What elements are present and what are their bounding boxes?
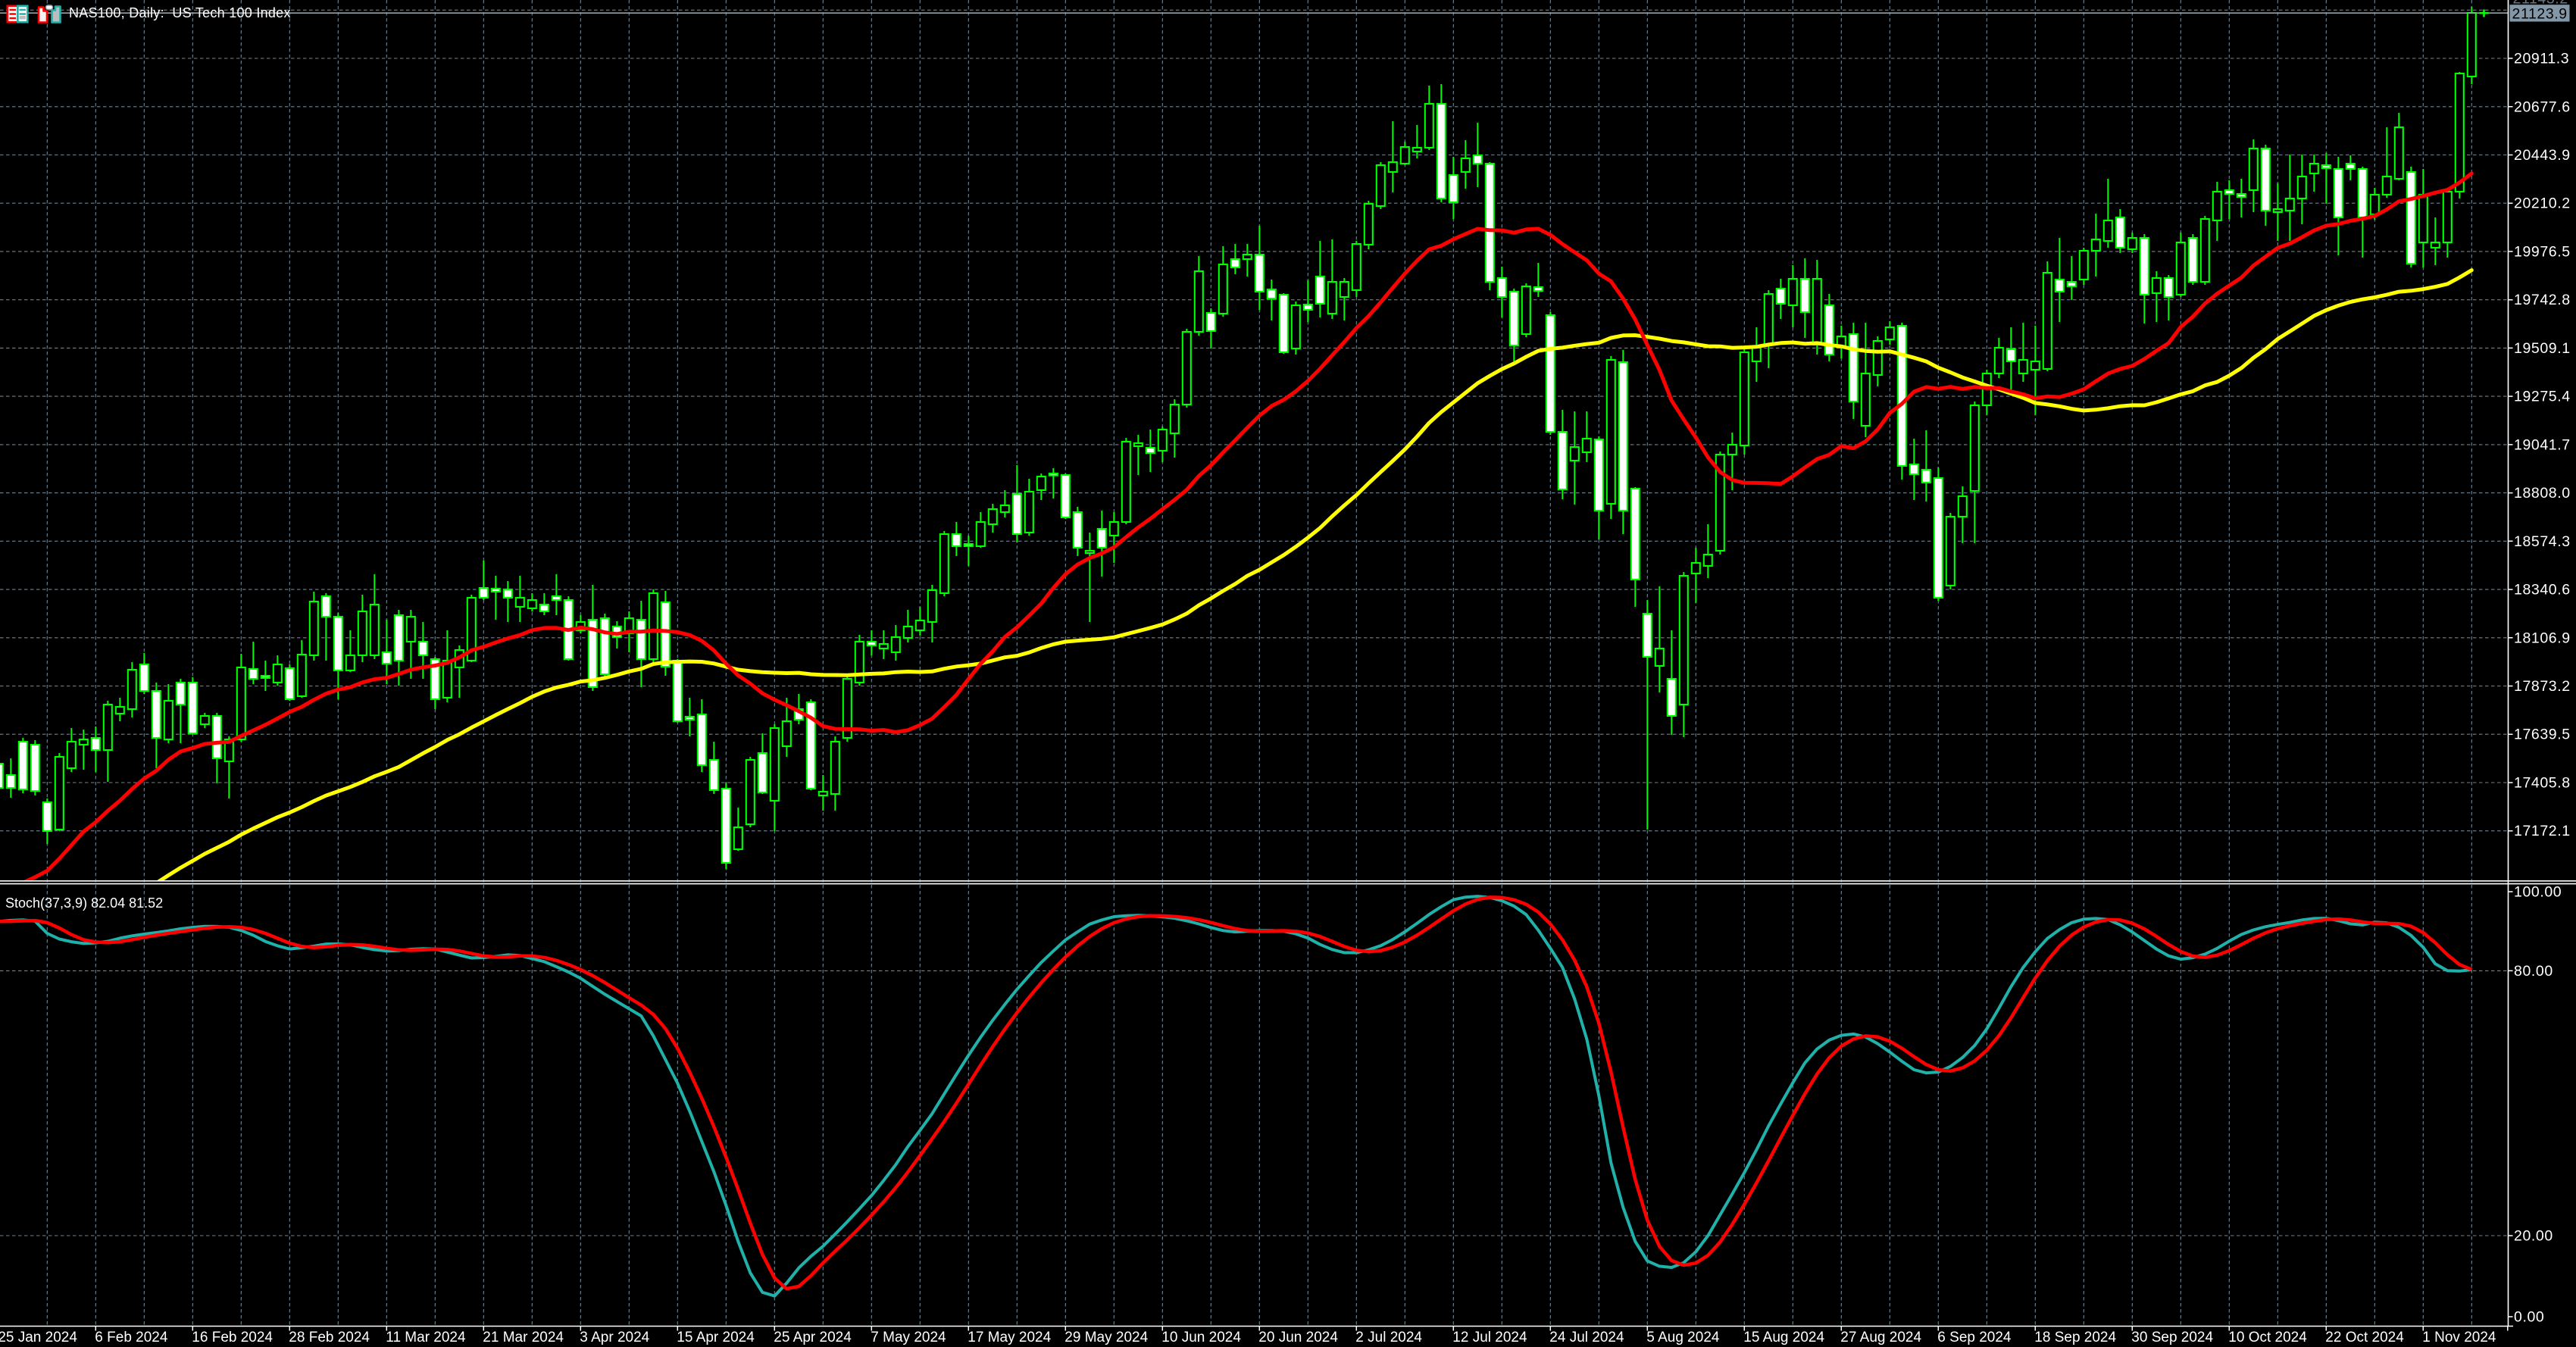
svg-text:18340.6: 18340.6 — [2514, 582, 2571, 598]
svg-text:1 Nov 2024: 1 Nov 2024 — [2422, 1330, 2496, 1345]
svg-text:20677.6: 20677.6 — [2514, 98, 2571, 115]
svg-text:20911.3: 20911.3 — [2514, 51, 2569, 67]
svg-text:6 Sep 2024: 6 Sep 2024 — [1937, 1330, 2012, 1345]
svg-text:18574.3: 18574.3 — [2514, 533, 2571, 550]
svg-text:19275.4: 19275.4 — [2514, 389, 2571, 405]
svg-text:22 Oct 2024: 22 Oct 2024 — [2325, 1330, 2404, 1345]
svg-text:19041.7: 19041.7 — [2514, 436, 2571, 453]
svg-text:Stoch(37,3,9) 82.04 81.52: Stoch(37,3,9) 82.04 81.52 — [5, 895, 163, 911]
svg-text:17172.1: 17172.1 — [2514, 823, 2571, 839]
svg-text:NAS100, Daily: US Tech 100 In: NAS100, Daily: US Tech 100 Index — [69, 5, 291, 20]
svg-text:15 Aug 2024: 15 Aug 2024 — [1743, 1330, 1824, 1345]
svg-text:28 Feb 2024: 28 Feb 2024 — [289, 1330, 370, 1345]
svg-text:21123.9: 21123.9 — [2512, 6, 2568, 23]
svg-text:19509.1: 19509.1 — [2514, 340, 2571, 357]
svg-text:17405.8: 17405.8 — [2514, 775, 2571, 792]
svg-text:25 Jan 2024: 25 Jan 2024 — [0, 1330, 77, 1345]
svg-text:80.00: 80.00 — [2514, 963, 2553, 980]
svg-text:16 Feb 2024: 16 Feb 2024 — [192, 1330, 273, 1345]
svg-text:18106.9: 18106.9 — [2514, 630, 2571, 646]
svg-text:17639.5: 17639.5 — [2514, 727, 2571, 743]
svg-text:6 Feb 2024: 6 Feb 2024 — [95, 1330, 168, 1345]
svg-text:3 Apr 2024: 3 Apr 2024 — [580, 1330, 649, 1345]
svg-text:21 Mar 2024: 21 Mar 2024 — [483, 1330, 564, 1345]
svg-text:25 Apr 2024: 25 Apr 2024 — [774, 1330, 852, 1345]
svg-text:21143.2: 21143.2 — [2513, 0, 2568, 8]
svg-text:18808.0: 18808.0 — [2514, 485, 2571, 502]
svg-text:20 Jun 2024: 20 Jun 2024 — [1258, 1330, 1338, 1345]
svg-text:10 Oct 2024: 10 Oct 2024 — [2228, 1330, 2307, 1345]
svg-text:19742.8: 19742.8 — [2514, 292, 2571, 308]
svg-text:27 Aug 2024: 27 Aug 2024 — [1840, 1330, 1921, 1345]
svg-text:0.00: 0.00 — [2514, 1309, 2544, 1326]
svg-text:15 Apr 2024: 15 Apr 2024 — [677, 1330, 755, 1345]
svg-text:18 Sep 2024: 18 Sep 2024 — [2034, 1330, 2116, 1345]
svg-text:24 Jul 2024: 24 Jul 2024 — [1549, 1330, 1624, 1345]
svg-text:10 Jun 2024: 10 Jun 2024 — [1161, 1330, 1241, 1345]
svg-text:20.00: 20.00 — [2514, 1228, 2553, 1245]
svg-text:17 May 2024: 17 May 2024 — [968, 1330, 1051, 1345]
svg-text:30 Sep 2024: 30 Sep 2024 — [2131, 1330, 2213, 1345]
svg-text:20443.9: 20443.9 — [2514, 147, 2571, 164]
svg-text:29 May 2024: 29 May 2024 — [1064, 1330, 1148, 1345]
svg-text:19976.5: 19976.5 — [2514, 243, 2571, 260]
svg-text:100.00: 100.00 — [2514, 884, 2562, 901]
svg-text:17873.2: 17873.2 — [2514, 678, 2571, 695]
svg-text:2 Jul 2024: 2 Jul 2024 — [1355, 1330, 1422, 1345]
svg-text:11 Mar 2024: 11 Mar 2024 — [386, 1330, 466, 1345]
svg-text:5 Aug 2024: 5 Aug 2024 — [1646, 1330, 1720, 1345]
svg-text:20210.2: 20210.2 — [2514, 195, 2571, 212]
svg-text:12 Jul 2024: 12 Jul 2024 — [1452, 1330, 1527, 1345]
svg-text:7 May 2024: 7 May 2024 — [871, 1330, 946, 1345]
